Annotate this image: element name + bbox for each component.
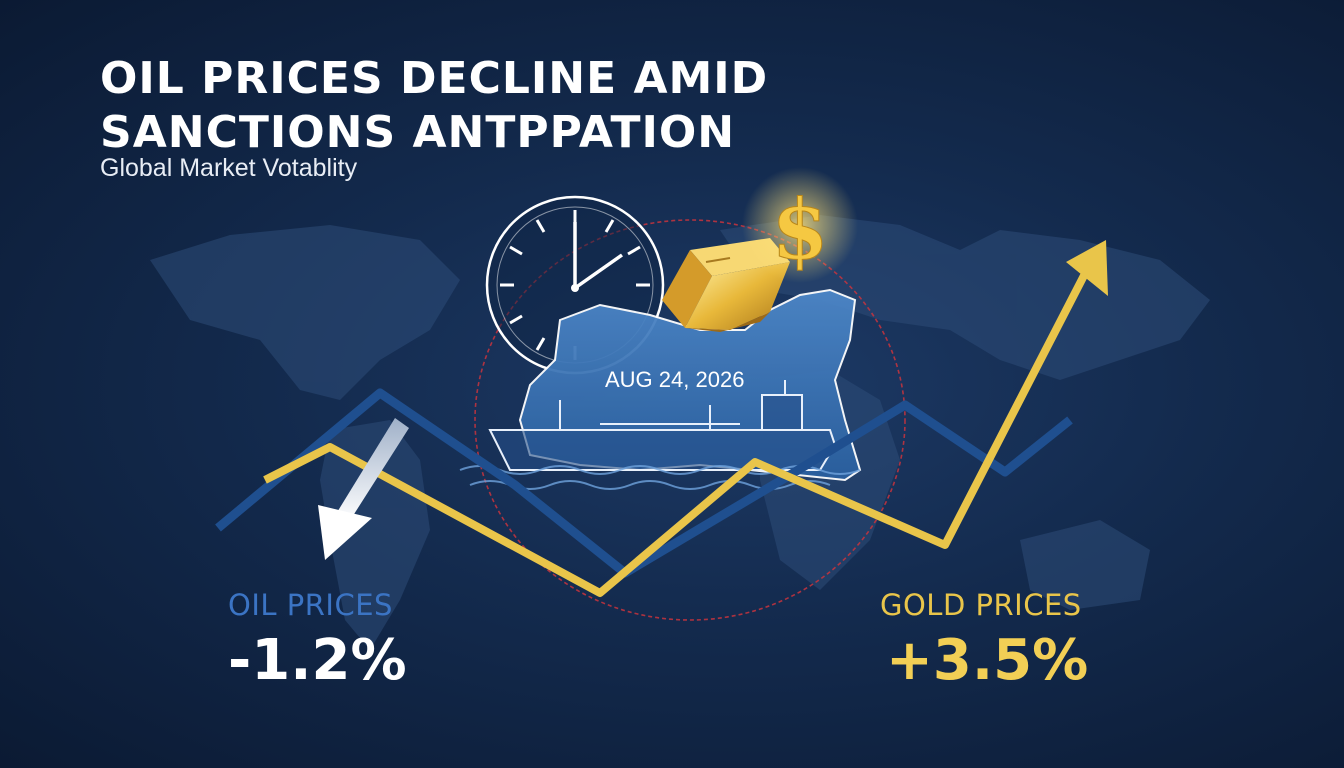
- date-label: AUG 24, 2026: [605, 367, 745, 392]
- gold-price-line: [263, 258, 1096, 597]
- up-arrow-icon: [1066, 240, 1108, 296]
- oil-tanker-icon: [488, 380, 837, 471]
- oil-prices-label: OIL PRICES: [228, 588, 393, 622]
- gold-prices-label: GOLD PRICES: [880, 588, 1082, 622]
- dollar-sign-icon: $: [771, 182, 828, 278]
- down-arrow-icon: [318, 418, 409, 560]
- headline-line-1: OIL PRICES DECLINE AMID: [100, 53, 769, 104]
- highlight-ring: [474, 219, 906, 621]
- dollar-glow: [742, 167, 858, 283]
- oil-prices-change: -1.2%: [228, 628, 407, 693]
- headline-line-2: SANCTIONS ANTPPATION: [100, 107, 736, 158]
- subtitle: Global Market Votablity: [100, 154, 358, 182]
- gold-prices-change: +3.5%: [886, 628, 1089, 693]
- headline: OIL PRICES DECLINE AMID SANCTIONS ANTPPA…: [100, 52, 768, 160]
